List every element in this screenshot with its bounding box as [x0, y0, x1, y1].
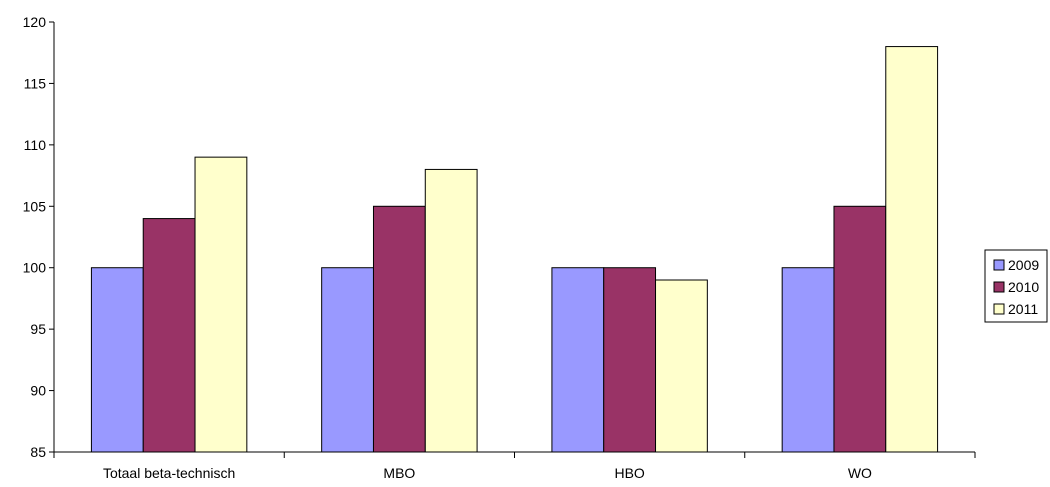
y-tick-label: 105	[23, 198, 47, 214]
legend-label-2009: 2009	[1008, 257, 1039, 273]
x-category-label: HBO	[614, 465, 644, 481]
y-tick-label: 90	[30, 383, 46, 399]
bar-2010-0	[142, 218, 196, 453]
bar-2009-0	[90, 267, 144, 453]
bar-2010-2	[603, 267, 657, 453]
bar-2009-3	[781, 267, 835, 453]
x-category-label: MBO	[383, 465, 415, 481]
bar-2010-1	[372, 205, 426, 453]
x-category-label: WO	[848, 465, 872, 481]
bar-2011-2	[655, 279, 708, 453]
y-tick-label: 120	[23, 14, 47, 30]
y-tick-label: 110	[24, 137, 47, 153]
legend-swatch-2009	[993, 259, 1005, 271]
y-tick-label: 95	[30, 321, 46, 337]
bars	[90, 46, 939, 453]
legend-label-2011: 2011	[1008, 301, 1038, 317]
legend-label-2010: 2010	[1008, 279, 1039, 295]
bar-2009-1	[321, 267, 374, 453]
y-tick-label: 100	[23, 260, 47, 276]
y-tick-label: 85	[30, 444, 46, 460]
bar-2011-0	[194, 156, 248, 453]
legend-swatch-2010	[993, 281, 1005, 293]
x-category-label: Totaal beta-technisch	[103, 465, 235, 481]
legend: 2009 2010 2011	[984, 249, 1048, 323]
y-axis: 85 90 95 100 105 110 115 120	[23, 14, 55, 460]
bar-2011-1	[424, 168, 478, 453]
legend-swatch-2011	[993, 303, 1005, 315]
bar-2009-2	[551, 267, 605, 453]
bar-2010-3	[833, 205, 887, 453]
x-axis: Totaal beta-technisch MBO HBO WO	[53, 451, 976, 481]
bar-2011-3	[885, 46, 939, 453]
y-tick-label: 115	[24, 75, 47, 91]
